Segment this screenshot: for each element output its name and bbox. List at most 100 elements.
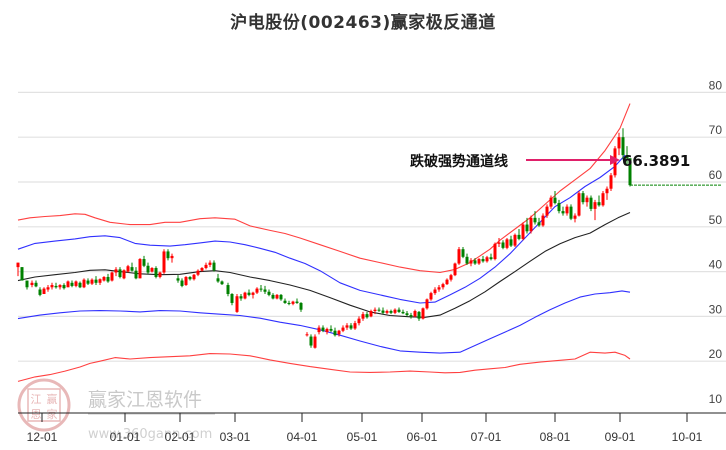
candle: [345, 325, 349, 328]
candle: [204, 264, 208, 269]
candle: [521, 224, 525, 239]
candle: [30, 282, 34, 286]
candle: [38, 289, 42, 295]
candle: [565, 206, 569, 214]
candle: [373, 309, 377, 312]
candle: [605, 188, 609, 194]
candle: [291, 301, 295, 304]
svg-text:恩: 恩: [31, 408, 42, 421]
chart-title: 沪电股份(002463)赢家极反通道: [230, 13, 496, 33]
candle: [369, 311, 373, 317]
candle: [333, 330, 337, 336]
candle: [513, 234, 517, 246]
candle: [78, 282, 82, 288]
candle: [283, 300, 287, 303]
candle: [441, 284, 445, 288]
candle: [593, 202, 597, 209]
candle: [517, 234, 521, 239]
candle: [537, 222, 541, 226]
candle: [200, 268, 204, 271]
band-inner-lower: [17, 290, 631, 354]
candle: [176, 278, 180, 281]
candle: [353, 323, 357, 329]
candle: [349, 325, 353, 329]
candle: [239, 296, 243, 299]
candle: [235, 296, 239, 312]
candle: [192, 274, 196, 280]
candle: [263, 289, 267, 292]
x-tick-label: 01-01: [110, 430, 141, 444]
x-tick-label: 02-01: [165, 430, 196, 444]
candle: [16, 262, 20, 268]
candle: [86, 280, 90, 284]
candle: [357, 318, 361, 324]
candle: [82, 279, 86, 288]
candle: [106, 276, 110, 282]
candle: [259, 288, 263, 290]
x-tick-label: 04-01: [287, 430, 318, 444]
candle: [54, 285, 58, 288]
candle: [617, 137, 621, 149]
candle: [545, 206, 549, 216]
y-tick-label: 50: [709, 213, 723, 227]
candle: [138, 259, 142, 279]
candle: [271, 294, 275, 299]
candle: [621, 137, 625, 156]
candle: [465, 256, 469, 264]
annotation: 跌破强势通道线 66.3891: [410, 152, 690, 170]
candle: [20, 267, 24, 281]
candle: [457, 249, 461, 264]
y-axis: 10 20 30 40 50 60 70 80: [709, 78, 723, 406]
candle: [549, 197, 553, 207]
candle: [493, 243, 497, 260]
band-inner-upper: [17, 154, 626, 304]
candle: [158, 272, 162, 277]
candle: [317, 327, 321, 333]
x-tick-label: 10-01: [672, 430, 703, 444]
watermark: 江 赢 恩 家 赢家江恩软件 www.360gann.com: [17, 378, 215, 442]
x-tick-label: 06-01: [407, 430, 438, 444]
candle: [585, 197, 589, 203]
y-tick-label: 20: [709, 347, 723, 361]
candle: [497, 242, 501, 244]
y-tick-label: 10: [709, 392, 723, 406]
grid-lines: [18, 91, 726, 362]
candle: [329, 328, 333, 331]
y-tick-label: 40: [709, 258, 723, 272]
x-tick-label: 03-01: [220, 430, 251, 444]
candle: [58, 285, 62, 288]
candle: [501, 242, 505, 248]
candle: [196, 270, 200, 275]
candle: [429, 293, 433, 300]
candle: [397, 309, 401, 312]
candle: [102, 276, 106, 281]
candle: [305, 334, 309, 336]
candle: [94, 279, 98, 283]
candle: [184, 276, 188, 286]
y-tick-label: 80: [709, 78, 723, 92]
watermark-url: www.360gann.com: [88, 427, 212, 442]
candle: [409, 315, 413, 317]
candle: [489, 257, 493, 260]
candle: [449, 275, 453, 280]
candle: [134, 270, 138, 279]
arrow-head-icon: [610, 155, 620, 165]
candle: [243, 292, 247, 299]
candle: [365, 314, 369, 318]
candle: [279, 294, 283, 300]
candle: [220, 281, 224, 285]
svg-text:赢: 赢: [47, 392, 58, 406]
candle: [485, 257, 489, 262]
candle: [188, 276, 192, 280]
candle: [341, 327, 345, 331]
y-tick-label: 70: [709, 123, 723, 137]
candle: [473, 260, 477, 264]
candle: [609, 175, 613, 189]
candle: [385, 311, 389, 313]
candle: [162, 251, 166, 273]
candle: [62, 285, 66, 289]
candle: [126, 266, 130, 272]
annotation-label: 跌破强势通道线: [410, 153, 508, 170]
candle: [313, 336, 317, 348]
candle: [255, 288, 259, 293]
